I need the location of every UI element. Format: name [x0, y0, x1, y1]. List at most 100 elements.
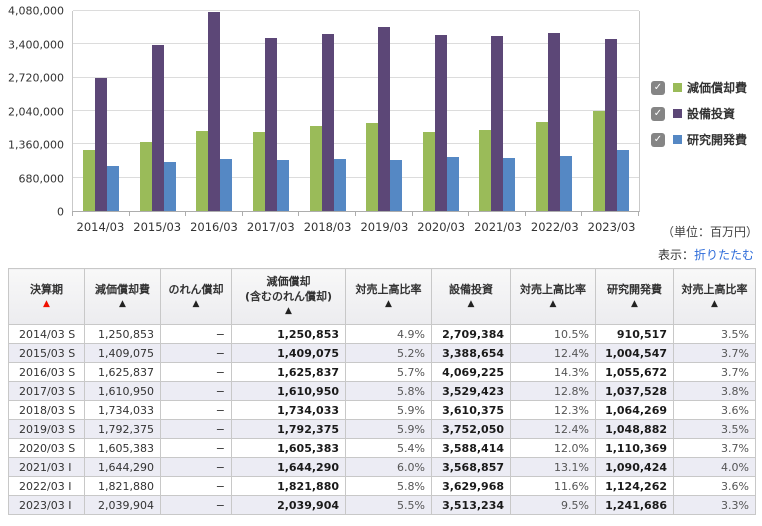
bar-研究開発費 — [220, 159, 233, 211]
bar-研究開発費 — [446, 156, 459, 211]
cell: 1,004,547 — [595, 343, 674, 363]
table-row-2020/03 S: 2020/03 S 1,605,383−1,605,383 5.4% 3,588,41… — [8, 438, 756, 458]
column-header-決算期[interactable]: 決算期 ▲ — [8, 268, 85, 325]
table-row-2017/03 S: 2017/03 S 1,610,950−1,610,950 5.8% 3,529,42… — [8, 381, 756, 401]
bar-設備投資 — [491, 36, 504, 211]
column-header-対売上高比率[interactable]: 対売上高比率 ▲ — [673, 268, 756, 325]
column-header-対売上高比率[interactable]: 対売上高比率 ▲ — [345, 268, 432, 325]
bar-group-2015/03 — [130, 11, 187, 211]
bar-group-2021/03 — [469, 11, 526, 211]
cell: 2022/03 I — [8, 476, 85, 496]
cell: 3,752,050 — [431, 419, 511, 439]
legend-label: 研究開発費 — [687, 133, 748, 147]
bar-設備投資 — [378, 27, 391, 211]
cell: 12.0% — [510, 438, 596, 458]
column-label: 減価償却費 — [95, 282, 150, 296]
cell: 1,055,672 — [595, 362, 674, 382]
cell: − — [160, 438, 232, 458]
y-tick-label: 0 — [57, 205, 64, 219]
legend-label: 減価償却費 — [687, 81, 748, 95]
gridline — [73, 143, 639, 145]
table-row-2019/03 S: 2019/03 S 1,792,375−1,792,375 5.9% 3,752,05… — [8, 419, 756, 439]
checkbox-icon[interactable]: ✓ — [651, 106, 665, 121]
gridline — [73, 10, 639, 11]
checkbox-icon[interactable]: ✓ — [651, 80, 665, 95]
sort-arrow-icon[interactable]: ▲ — [119, 298, 126, 309]
unit-note: （単位：百万円） — [661, 225, 758, 239]
sort-arrow-icon[interactable]: ▲ — [711, 298, 718, 309]
x-axis-tick — [185, 211, 187, 216]
column-header-対売上高比率[interactable]: 対売上高比率 ▲ — [510, 268, 596, 325]
bar-設備投資 — [265, 38, 278, 211]
bar-研究開発費 — [333, 158, 346, 211]
cell: 1,110,369 — [595, 438, 674, 458]
plot-area — [72, 10, 640, 216]
legend-item-設備投資[interactable]: ✓ 設備投資 — [651, 105, 747, 122]
cell: 11.6% — [510, 476, 596, 496]
x-tick-label: 2015/03 — [133, 220, 182, 234]
bar-研究開発費 — [390, 159, 403, 211]
checkbox-icon[interactable]: ✓ — [651, 132, 665, 147]
cell: 4.9% — [345, 324, 432, 344]
table-row-2023/03 I: 2023/03 I 2,039,904−2,039,904 5.5% 3,513,23… — [8, 495, 756, 515]
sort-arrow-icon[interactable]: ▲ — [467, 298, 475, 309]
x-axis-tick — [355, 211, 356, 216]
cell: 1,409,075 — [231, 343, 346, 363]
cell: 2,709,384 — [431, 324, 511, 344]
series-color-swatch — [673, 109, 682, 118]
cell: 1,821,880 — [231, 476, 346, 496]
x-tick-label: 2018/03 — [303, 220, 352, 234]
cell: 1,037,528 — [595, 381, 674, 401]
x-axis-tick — [638, 211, 639, 216]
y-tick-label: 1,360,000 — [8, 138, 64, 152]
legend-item-研究開発費[interactable]: ✓ 研究開発費 — [651, 131, 747, 148]
cell: 1,734,033 — [84, 400, 161, 420]
column-header-減価償却費[interactable]: 減価償却費 ▲ — [84, 268, 161, 325]
column-label: 対売上高比率 — [520, 282, 586, 296]
column-label: 減価償却 — [266, 275, 311, 289]
cell: − — [160, 343, 232, 363]
cell: 10.5% — [510, 324, 596, 344]
cell: 3,610,375 — [431, 400, 511, 420]
cell: 4,069,225 — [431, 362, 511, 382]
cell: − — [160, 419, 232, 439]
column-label: 研究開発費 — [607, 282, 662, 296]
cell: 3.8% — [673, 381, 756, 401]
bar-設備投資 — [548, 33, 561, 211]
x-tick-label: 2021/03 — [474, 220, 522, 234]
x-axis-tick — [241, 211, 243, 216]
bar-減価償却費 — [366, 123, 379, 211]
sort-arrow-icon[interactable]: ▲ — [192, 298, 200, 309]
cell: 1,625,837 — [84, 362, 161, 382]
bar-group-2022/03 — [526, 11, 583, 211]
cell: 5.7% — [345, 362, 432, 382]
cell: 2,039,904 — [84, 495, 161, 515]
cell: 910,517 — [595, 324, 674, 344]
column-header-設備投資[interactable]: 設備投資 ▲ — [431, 268, 511, 325]
collapse-link[interactable]: 折りたたむ — [693, 248, 754, 262]
sort-arrow-icon[interactable]: ▲ — [631, 298, 638, 309]
column-label-line2: (含むのれん償却) — [244, 290, 333, 304]
sort-arrow-icon[interactable]: ▲ — [385, 298, 392, 309]
column-header-減価償却[interactable]: 減価償却 (含むのれん償却) ▲ — [231, 268, 346, 325]
cell: 1,124,262 — [595, 476, 674, 496]
column-label: 決算期 — [30, 282, 63, 296]
bar-group-2014/03 — [73, 11, 130, 211]
bar-設備投資 — [434, 35, 447, 211]
sort-arrow-icon[interactable]: ▲ — [43, 298, 50, 309]
cell: 5.2% — [345, 343, 432, 363]
cell: 2021/03 I — [8, 457, 85, 477]
legend-item-減価償却費[interactable]: ✓ 減価償却費 — [651, 79, 747, 96]
sort-arrow-icon[interactable]: ▲ — [285, 306, 292, 317]
column-label: 対売上高比率 — [681, 282, 748, 296]
cell: 3,629,968 — [431, 476, 511, 496]
column-header-のれん償却[interactable]: のれん償却 ▲ — [160, 268, 232, 325]
y-tick-label: 680,000 — [18, 172, 65, 186]
cell: 1,792,375 — [84, 419, 161, 439]
cell: − — [160, 476, 232, 496]
cell: 9.5% — [510, 495, 596, 515]
gridline — [73, 76, 639, 78]
column-header-研究開発費[interactable]: 研究開発費 ▲ — [595, 268, 674, 325]
sort-arrow-icon[interactable]: ▲ — [549, 298, 557, 309]
cell: 3.6% — [673, 400, 756, 420]
